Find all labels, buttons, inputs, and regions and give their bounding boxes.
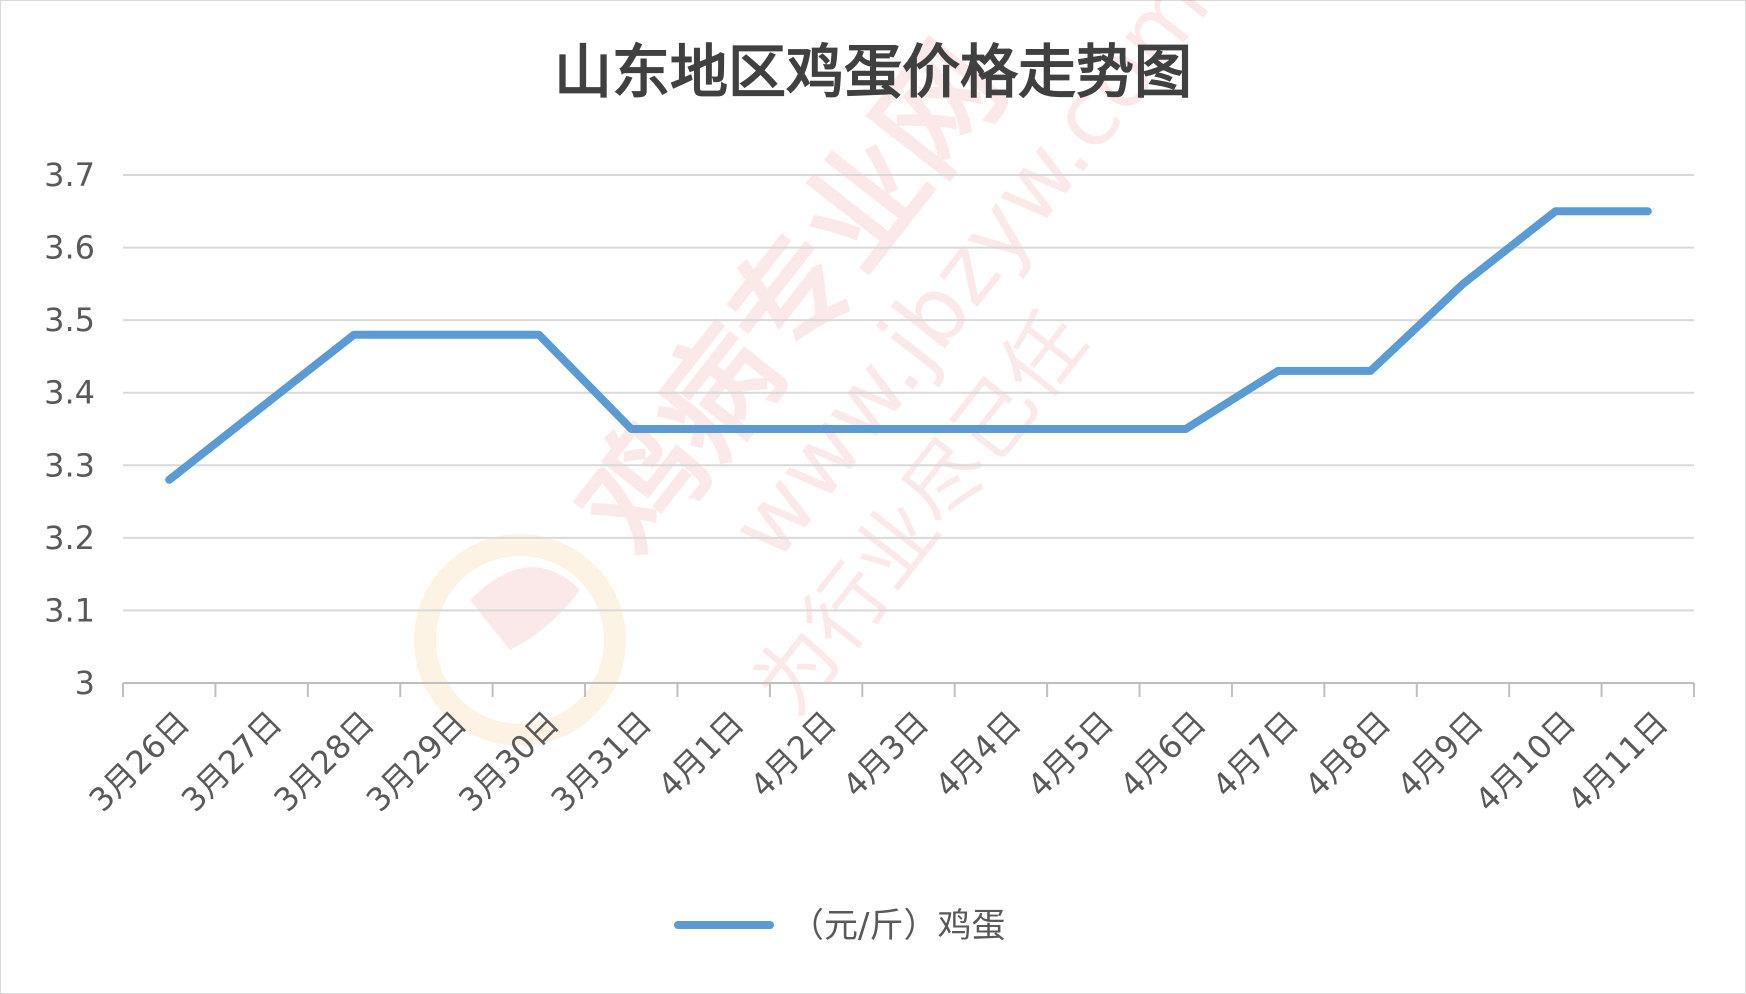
series-layer <box>165 207 1652 484</box>
x-tick-label: 4月8日 <box>1297 704 1398 805</box>
y-tick-label: 3.1 <box>44 591 95 629</box>
x-tick-label: 4月3日 <box>835 704 936 805</box>
x-tick-label: 3月29日 <box>359 704 474 819</box>
x-tick-label: 4月6日 <box>1112 704 1213 805</box>
y-tick-label: 3.3 <box>44 446 95 484</box>
watermark-logo: 鸡病专业网 www.jbzyw.com 为行业尽己任 <box>414 0 1230 746</box>
x-tick-label: 4月4日 <box>928 704 1029 805</box>
y-tick-label: 3.4 <box>44 374 95 412</box>
x-tick-label: 3月27日 <box>174 704 289 819</box>
y-tick-label: 3.7 <box>44 156 95 194</box>
x-tick-label: 4月10日 <box>1468 704 1583 819</box>
y-tick-label: 3 <box>75 664 95 702</box>
gridlines <box>123 174 1694 612</box>
legend: （元/斤）鸡蛋 <box>674 906 1005 946</box>
chart-title: 山东地区鸡蛋价格走势图 <box>554 38 1192 106</box>
x-axis-tick-labels: 3月26日3月27日3月28日3月29日3月30日3月31日4月1日4月2日4月… <box>82 704 1676 819</box>
y-tick-label: 3.5 <box>44 301 95 339</box>
x-tick-label: 3月26日 <box>82 704 197 819</box>
x-tick-label: 4月5日 <box>1020 704 1121 805</box>
y-axis-tick-labels: 3 3.1 3.2 3.3 3.4 3.5 3.6 3.7 <box>44 156 95 702</box>
x-tick-label: 4月1日 <box>650 704 751 805</box>
x-tick-label: 3月28日 <box>266 704 381 819</box>
x-tick-label: 4月7日 <box>1205 704 1306 805</box>
x-axis <box>122 682 1695 697</box>
legend-label: （元/斤）鸡蛋 <box>790 906 1005 946</box>
x-tick-label: 4月11日 <box>1560 704 1675 819</box>
y-tick-label: 3.6 <box>44 229 95 267</box>
y-tick-label: 3.2 <box>44 519 95 557</box>
